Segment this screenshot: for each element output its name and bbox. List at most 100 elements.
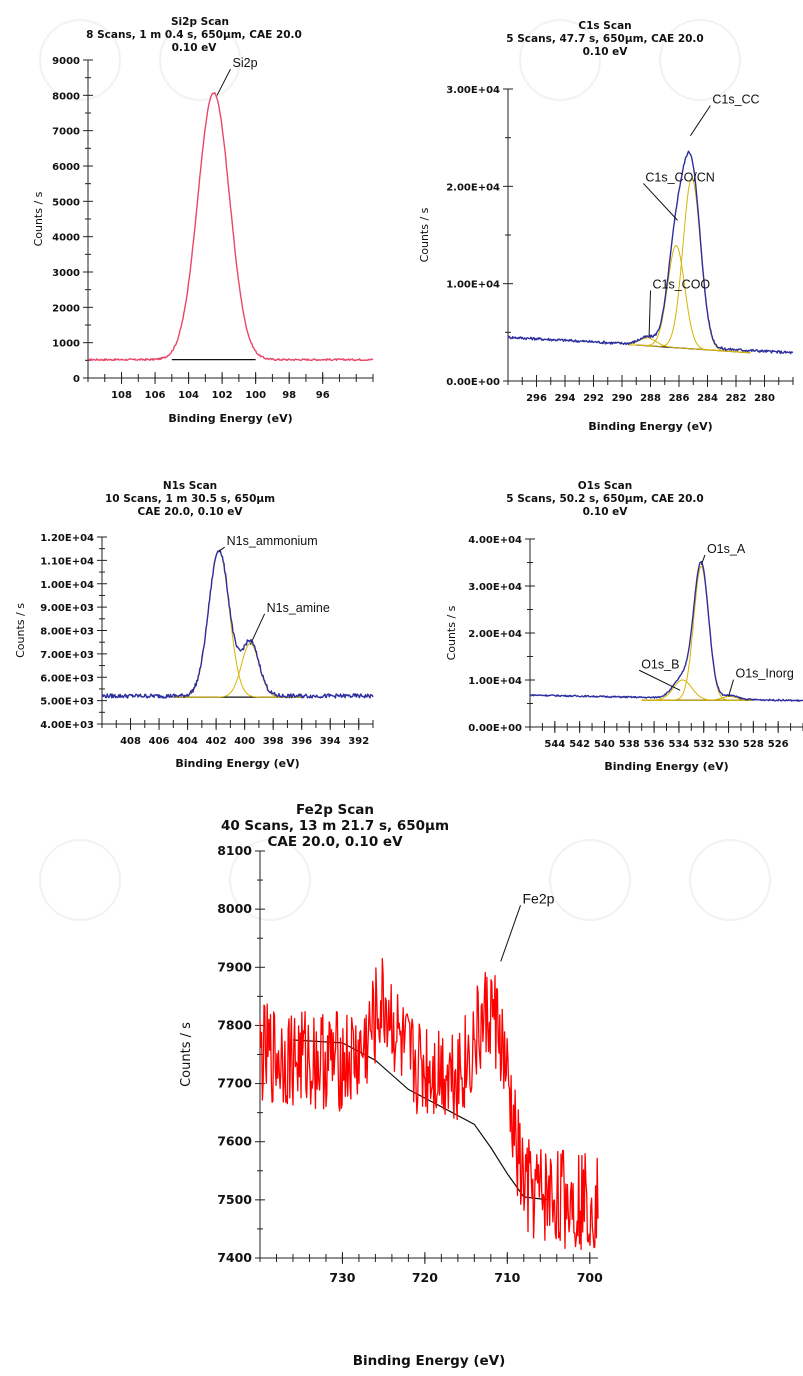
y-axis-label: Counts / s [445,605,458,660]
y-axis-label: Counts / s [418,207,431,262]
chart-subtitle-line-2: CAE 20.0, 0.10 eV [267,834,403,850]
c1s-chart: C1s Scan 5 Scans, 47.7 s, 650µm, CAE 20.… [400,0,803,450]
x-axis-label: Binding Energy (eV) [168,412,292,425]
annotation-leader [643,183,678,221]
x-tick-label: 280 [754,393,775,404]
y-tick-label: 8100 [217,843,252,858]
annotation-label: Fe2p [523,890,555,906]
chart-subtitle-line-2: CAE 20.0, 0.10 eV [137,506,243,518]
annotation-leader [249,613,266,645]
n1s-plot: 4.00E+03 5.00E+03 6.00E+03 7.00E+03 8.00E+03… [14,533,374,770]
annotation-label: O1s_B [641,657,679,671]
x-tick-label: 292 [583,393,604,404]
annotation-label: Si2p [233,56,258,70]
spectrum-line [529,560,803,702]
y-tick-label: 7400 [217,1250,252,1265]
y-tick-label: 1.20E+04 [40,533,94,544]
y-tick-label: 0.00E+00 [446,377,500,388]
fe2p-chart: Fe2p Scan 40 Scans, 13 m 21.7 s, 650µm C… [150,780,653,1376]
x-axis-label: Binding Energy (eV) [175,757,299,770]
y-tick-label: 4.00E+03 [40,720,94,731]
spectrum-line [507,150,794,355]
x-tick-label: 400 [234,736,255,747]
x-axis-label: Binding Energy (eV) [604,760,728,773]
spectrum-line [88,91,374,362]
y-tick-label: 1.00E+04 [40,580,94,591]
annotation-leader [218,546,225,552]
x-tick-label: 730 [329,1270,355,1285]
chart-title: C1s Scan [578,20,632,32]
annotation-label: C1s_COO [653,278,711,292]
y-axis-label: Counts / s [179,1022,194,1087]
y-tick-label: 3000 [52,268,80,279]
annotation-leader [689,105,711,136]
x-tick-label: 404 [177,736,198,747]
y-tick-label: 7600 [217,1134,252,1149]
x-tick-label: 396 [291,736,312,747]
y-tick-label: 2.00E+04 [468,629,522,640]
y-tick-label: 1.00E+04 [446,280,500,291]
x-tick-label: 394 [320,736,341,747]
y-tick-label: 7500 [217,1192,252,1207]
y-axis-label: Counts / s [14,603,27,658]
y-tick-label: 3.00E+04 [446,85,500,96]
spectrum-line [101,549,374,699]
y-tick-label: 1000 [52,339,80,350]
x-tick-label: 288 [640,393,661,404]
x-tick-label: 106 [145,390,166,401]
y-tick-label: 9.00E+03 [40,603,94,614]
y-tick-label: 8000 [217,901,252,916]
annotation-leader [638,669,681,691]
y-tick-label: 8.00E+03 [40,627,94,638]
x-axis-label: Binding Energy (eV) [588,420,712,433]
chart-subtitle-line-2: 0.10 eV [171,42,217,54]
y-tick-label: 0.00E+00 [468,723,522,734]
x-tick-label: 104 [178,390,199,401]
x-tick-label: 98 [282,390,296,401]
n1s-chart: N1s Scan 10 Scans, 1 m 30.5 s, 650µm CAE… [0,450,400,780]
x-tick-label: 294 [555,393,576,404]
x-axis-label: Binding Energy (eV) [353,1353,506,1369]
si2p-chart: Si2p Scan 8 Scans, 1 m 0.4 s, 650µm, CAE… [0,0,400,450]
y-tick-label: 0 [73,374,80,385]
annotation-leader [500,905,521,962]
x-tick-label: 406 [149,736,170,747]
annotation-leader [700,554,706,566]
chart-subtitle-line-1: 5 Scans, 50.2 s, 650µm, CAE 20.0 [506,493,704,505]
y-tick-label: 8000 [52,91,80,102]
x-tick-label: 530 [718,739,739,750]
spectrum-line [259,958,599,1250]
annotation-label: C1s_CC [712,93,759,107]
o1s-plot: 0.00E+00 1.00E+04 2.00E+04 3.00E+04 4.00E+04… [445,535,803,773]
x-tick-label: 282 [726,393,747,404]
o1s-chart: O1s Scan 5 Scans, 50.2 s, 650µm, CAE 20.… [400,450,803,780]
x-tick-label: 710 [494,1270,520,1285]
annotation-label: O1s_Inorg [736,667,794,681]
x-tick-label: 542 [569,739,590,750]
y-tick-label: 6000 [52,162,80,173]
annotation-label: C1s_CO/CN [645,170,714,184]
annotation-label: N1s_amine [267,601,330,615]
chart-subtitle-line-1: 40 Scans, 13 m 21.7 s, 650µm [220,818,450,834]
annotation-label: O1s_A [707,542,746,556]
chart-title: Si2p Scan [171,16,229,28]
fit-component-2 [629,178,751,354]
annotation-leader [216,68,231,96]
x-tick-label: 526 [768,739,789,750]
annotation-leader [728,679,734,697]
y-tick-label: 9000 [52,56,80,67]
y-axis-label: Counts / s [32,191,45,246]
x-tick-label: 100 [245,390,266,401]
y-tick-label: 6.00E+03 [40,673,94,684]
y-tick-label: 7000 [52,127,80,138]
si2p-plot: 0 1000 2000 3000 4000 5000 6000 7000 8000 9000 108… [32,56,374,425]
chart-subtitle-line-1: 10 Scans, 1 m 30.5 s, 650µm [104,493,276,505]
annotation-label: N1s_ammonium [227,534,318,548]
chart-subtitle-line-1: 5 Scans, 47.7 s, 650µm, CAE 20.0 [506,33,704,45]
x-tick-label: 534 [668,739,689,750]
x-tick-label: 398 [263,736,284,747]
y-tick-label: 5.00E+03 [40,697,94,708]
x-tick-label: 536 [644,739,665,750]
y-tick-label: 4.00E+04 [468,535,522,546]
x-tick-label: 284 [697,393,718,404]
